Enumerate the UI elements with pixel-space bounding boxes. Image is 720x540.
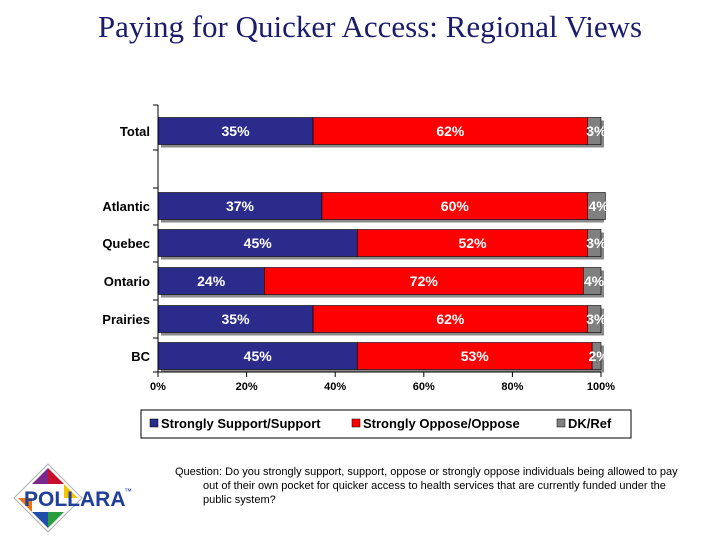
- data-label: 4%: [588, 198, 609, 214]
- bar-segment: [587, 305, 602, 333]
- legend-label: DK/Ref: [568, 416, 612, 431]
- category-label: Quebec: [102, 236, 150, 251]
- data-label: 3%: [586, 123, 607, 139]
- data-label: 52%: [459, 235, 488, 251]
- bar-segment: [357, 229, 589, 257]
- logo-diamond-icon: [13, 463, 83, 533]
- bar-segment: [321, 192, 589, 220]
- data-label: 53%: [461, 348, 490, 364]
- chart-title: Paying for Quicker Access: Regional View…: [97, 9, 643, 44]
- data-label: 3%: [586, 311, 607, 327]
- x-tick-label: 60%: [413, 381, 435, 393]
- category-label: Total: [120, 124, 150, 139]
- bar-segment: [582, 267, 602, 295]
- data-label: 62%: [436, 123, 465, 139]
- bar-segment: [157, 229, 358, 257]
- bar-segment: [264, 267, 584, 295]
- data-label: 62%: [436, 311, 465, 327]
- category-label: BC: [131, 349, 150, 364]
- legend-label: Strongly Oppose/Oppose: [363, 416, 520, 431]
- data-label: 72%: [410, 273, 439, 289]
- legend-label: Strongly Support/Support: [161, 416, 321, 431]
- legend-swatch: [149, 418, 159, 428]
- bar-segment: [591, 342, 602, 370]
- data-label: 45%: [244, 235, 273, 251]
- survey-question: Question: Do you strongly support, suppo…: [175, 466, 678, 506]
- logo-text: POLLARA: [24, 488, 126, 511]
- bar-segment: [157, 267, 265, 295]
- legend-swatch: [556, 418, 566, 428]
- data-label: 60%: [441, 198, 470, 214]
- category-label: Prairies: [102, 312, 150, 327]
- legend-box: [140, 409, 632, 439]
- data-label: 35%: [222, 311, 251, 327]
- bar-segment: [157, 305, 314, 333]
- data-label: 24%: [197, 273, 226, 289]
- bar-segment: [157, 192, 323, 220]
- bar-segment: [587, 229, 602, 257]
- legend-swatch: [351, 418, 361, 428]
- data-label: 3%: [586, 235, 607, 251]
- x-tick-label: 20%: [236, 381, 258, 393]
- data-label: 35%: [222, 123, 251, 139]
- bar-segment: [587, 117, 602, 145]
- category-label: Ontario: [104, 274, 150, 289]
- pollara-logo: POLLARA ™: [13, 463, 132, 533]
- legend: Strongly Support/Support Strongly Oppose/…: [140, 409, 632, 439]
- x-tick-label: 100%: [587, 381, 615, 393]
- data-label: 37%: [226, 198, 255, 214]
- x-tick-label: 40%: [324, 381, 346, 393]
- logo-trademark: ™: [124, 487, 132, 496]
- data-label: 2%: [588, 348, 609, 364]
- bar-segment: [312, 305, 589, 333]
- bar-segment: [587, 192, 606, 220]
- data-label: 4%: [584, 273, 605, 289]
- x-tick-label: 80%: [501, 381, 523, 393]
- bar-segment: [357, 342, 593, 370]
- x-tick-label: 0%: [150, 381, 166, 393]
- bar-segment: [157, 342, 358, 370]
- category-label: Atlantic: [102, 199, 150, 214]
- data-label: 45%: [244, 348, 273, 364]
